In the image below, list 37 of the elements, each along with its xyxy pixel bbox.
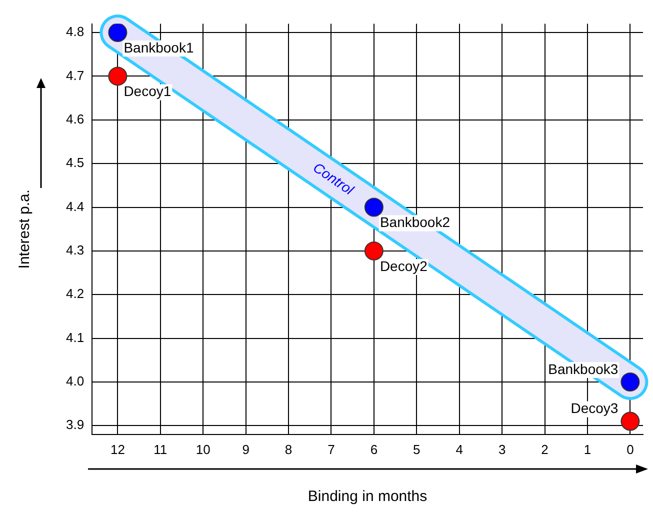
x-tick-label: 0	[626, 442, 634, 457]
x-tick-label: 7	[328, 442, 335, 457]
y-axis-title: Interest p.a.	[16, 189, 34, 269]
y-tick-label: 4.4	[66, 198, 84, 214]
y-tick-label: 4.6	[66, 111, 84, 126]
point	[364, 241, 384, 260]
point	[620, 412, 640, 431]
x-axis-title: Binding in months	[308, 488, 428, 506]
x-tick-label: 2	[541, 442, 548, 457]
point	[620, 372, 640, 392]
y-tick-label: 4.3	[66, 242, 84, 258]
y-tick-label: 4.8	[66, 24, 84, 40]
annotation: Bankbook3	[548, 360, 618, 377]
x-tick-label: 9	[242, 442, 250, 457]
x-tick-label: 3	[498, 442, 506, 457]
annotation: Bankbook1	[124, 39, 194, 56]
x-tick-label: 5	[413, 442, 420, 457]
x-tick-label: 8	[284, 442, 292, 457]
annotation: Decoy3	[570, 400, 618, 416]
point	[108, 66, 128, 86]
annotation: Decoy2	[380, 258, 428, 274]
annotation: Bankbook2	[380, 214, 450, 230]
x-tick-label: 12	[110, 442, 125, 457]
point	[108, 24, 128, 42]
y-tick-label: 4.0	[66, 374, 84, 389]
y-tick-label: 4.5	[66, 155, 84, 170]
y-tick-label: 4.2	[66, 286, 84, 302]
annotation: Decoy1	[124, 83, 172, 100]
y-tick-label: 4.7	[66, 68, 84, 83]
x-tick-label: 1	[584, 442, 592, 457]
x-tick-label: 11	[154, 442, 168, 457]
point	[364, 198, 384, 217]
x-tick-label: 6	[370, 442, 378, 457]
y-tick-label: 4.1	[66, 330, 84, 345]
x-tick-label: 4	[456, 442, 463, 457]
y-tick-label: 3.9	[66, 417, 84, 432]
x-tick-label: 10	[196, 442, 210, 457]
